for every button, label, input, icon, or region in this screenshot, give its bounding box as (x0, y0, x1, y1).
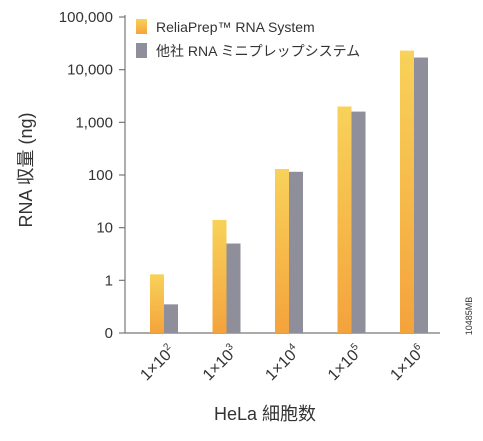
y-axis-ticks: 0 1 10 100 1,000 10,000 100,000 (59, 9, 125, 342)
bar-series0-cat1 (212, 219, 227, 333)
legend-swatch-reliaprep (136, 19, 147, 34)
x-axis-title: HeLa 細胞数 (214, 404, 316, 424)
x-tick-label-4: 1×106 (386, 341, 429, 384)
bar-series0-cat2 (275, 168, 289, 333)
y-tick-label-5: 10,000 (67, 62, 113, 79)
bar-series0-cat4 (400, 50, 414, 334)
legend: ReliaPrep™ RNA System 他社 RNA ミニプレップシステム (136, 19, 360, 59)
bar-series1-cat1 (226, 243, 241, 333)
y-tick-label-2: 10 (96, 220, 113, 237)
bar-series0-cat0 (150, 274, 164, 333)
legend-label-competitor: 他社 RNA ミニプレップシステム (156, 43, 360, 59)
y-tick-label-1: 1 (105, 272, 113, 289)
y-tick-label-3: 100 (88, 167, 113, 184)
legend-swatch-competitor (136, 43, 147, 58)
y-tick-label-4: 1,000 (75, 114, 113, 131)
x-tick-label-3: 1×105 (323, 341, 366, 384)
x-axis-ticks: 1×102 1×103 1×104 1×105 1×106 (136, 341, 429, 384)
y-tick-label-0: 0 (105, 325, 113, 342)
bar-series0-cat3 (337, 106, 352, 333)
x-tick-label-1: 1×103 (198, 341, 241, 384)
y-tick-label-6: 100,000 (59, 9, 113, 26)
legend-label-reliaprep: ReliaPrep™ RNA System (156, 19, 315, 35)
y-axis-title: RNA 収量 (ng) (16, 112, 36, 227)
bar-series1-cat2 (289, 171, 303, 333)
figure-code: 10485MB (464, 297, 474, 336)
bar-series1-cat3 (351, 111, 366, 334)
bar-series1-cat0 (164, 304, 178, 333)
x-tick-label-0: 1×102 (136, 341, 179, 384)
x-tick-label-2: 1×104 (261, 341, 304, 384)
bar-series1-cat4 (414, 57, 428, 333)
bars (150, 50, 428, 334)
